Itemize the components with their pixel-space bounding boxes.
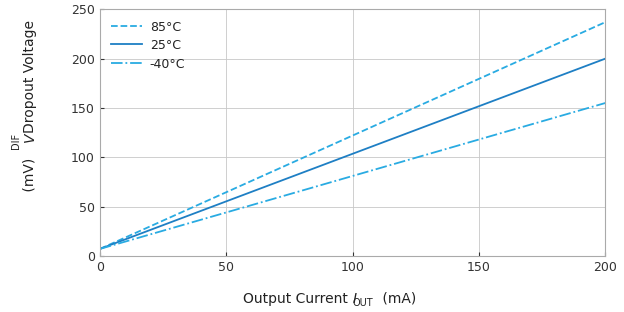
Legend: 85°C, 25°C, -40°C: 85°C, 25°C, -40°C	[106, 16, 190, 76]
Text: Output Current: Output Current	[243, 292, 353, 305]
Text: DIF: DIF	[11, 133, 21, 149]
Text: (mA): (mA)	[378, 292, 416, 305]
Text: (mV): (mV)	[22, 158, 37, 196]
Text: Dropout Voltage: Dropout Voltage	[22, 15, 37, 133]
Text: OUT: OUT	[353, 298, 373, 308]
Text: V: V	[22, 133, 37, 142]
Text: I: I	[353, 292, 357, 305]
